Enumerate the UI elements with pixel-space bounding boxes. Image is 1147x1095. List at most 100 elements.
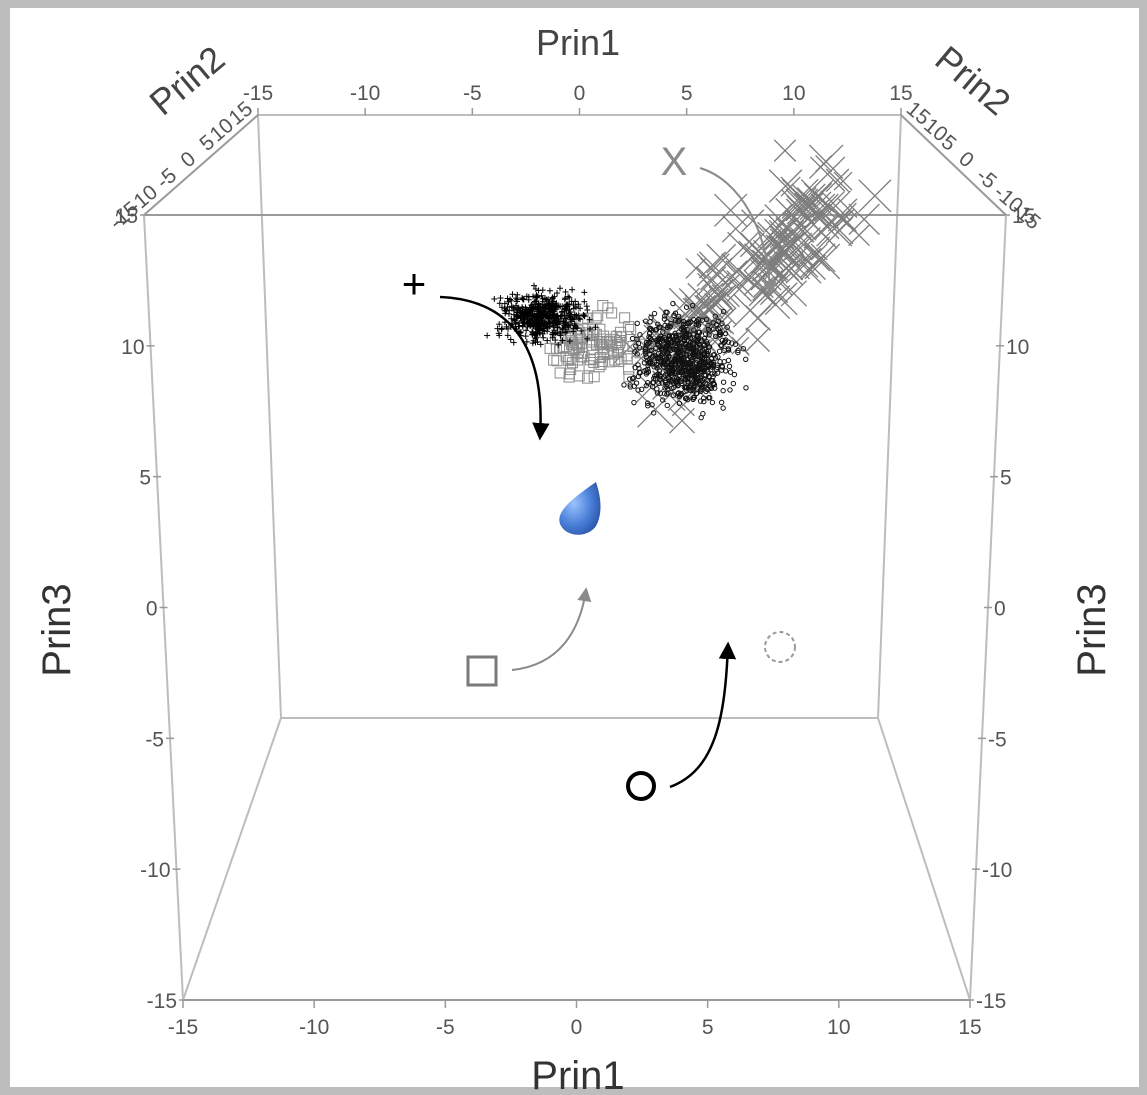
circle-marker bbox=[695, 367, 701, 374]
plus-marker bbox=[537, 330, 544, 337]
x-stroke bbox=[800, 179, 835, 213]
circle-marker bbox=[692, 374, 699, 380]
circle-marker bbox=[718, 343, 725, 349]
circle-marker bbox=[650, 410, 657, 416]
x-stroke bbox=[796, 191, 832, 227]
square-marker bbox=[563, 354, 575, 366]
circle-marker bbox=[727, 369, 734, 375]
x-stroke bbox=[750, 259, 782, 291]
circle-marker bbox=[698, 414, 704, 421]
x-stroke bbox=[803, 214, 838, 249]
circle-marker bbox=[683, 304, 690, 310]
circle-marker bbox=[689, 346, 696, 353]
circle-marker bbox=[704, 367, 710, 373]
plus-marker bbox=[581, 298, 588, 305]
circle-marker bbox=[660, 360, 667, 366]
tick-prin3-right: 15 bbox=[1012, 205, 1035, 228]
circle-marker bbox=[637, 332, 643, 338]
x-stroke bbox=[721, 214, 750, 243]
plus-marker bbox=[554, 290, 561, 297]
x-marker bbox=[803, 214, 838, 249]
square-marker bbox=[598, 342, 610, 354]
plus-marker bbox=[548, 303, 555, 310]
circle-marker bbox=[713, 333, 719, 340]
x-stroke bbox=[685, 257, 707, 279]
plus-marker bbox=[537, 303, 544, 310]
circle-marker bbox=[695, 329, 702, 335]
circle-marker bbox=[662, 385, 668, 391]
plus-marker bbox=[537, 309, 544, 316]
plus-marker bbox=[562, 305, 569, 312]
x-stroke bbox=[764, 282, 798, 316]
circle-marker bbox=[662, 361, 668, 368]
x-marker bbox=[815, 214, 840, 240]
plus-marker bbox=[498, 304, 505, 311]
plus-marker bbox=[530, 313, 537, 320]
x-stroke bbox=[837, 198, 858, 218]
circle-marker bbox=[682, 388, 688, 395]
circle-marker bbox=[630, 375, 636, 382]
plus-marker bbox=[575, 315, 582, 322]
plus-marker bbox=[504, 304, 511, 311]
x-stroke bbox=[743, 243, 772, 272]
x-marker bbox=[814, 191, 845, 222]
tick-prin3-right: -15 bbox=[976, 990, 1006, 1013]
annotation-x-arrow bbox=[699, 167, 777, 295]
plus-marker bbox=[535, 319, 542, 326]
tick-prin3-right: -5 bbox=[988, 728, 1007, 751]
square-marker bbox=[593, 361, 605, 373]
circle-marker bbox=[694, 333, 700, 340]
tick-prin3-left: -5 bbox=[145, 728, 164, 751]
circle-marker bbox=[647, 335, 654, 342]
x-stroke bbox=[800, 254, 826, 281]
x-stroke bbox=[808, 144, 844, 180]
axis-title-prin1-bottom: Prin1 bbox=[531, 1054, 624, 1095]
plus-marker bbox=[564, 301, 571, 308]
plus-marker bbox=[568, 318, 575, 325]
annotation-circle-label bbox=[626, 771, 656, 801]
plus-marker bbox=[508, 315, 515, 322]
x-stroke bbox=[803, 193, 839, 229]
x-marker bbox=[766, 235, 797, 266]
outlier-circle bbox=[764, 631, 796, 663]
circle-marker bbox=[657, 373, 663, 380]
tick-prin3-right: 5 bbox=[1000, 467, 1012, 490]
x-marker bbox=[810, 243, 828, 261]
x-stroke bbox=[745, 305, 772, 331]
x-stroke bbox=[752, 239, 784, 271]
plus-marker bbox=[566, 338, 573, 345]
x-stroke bbox=[669, 407, 695, 434]
circle-marker bbox=[641, 360, 648, 366]
circle-marker bbox=[740, 345, 747, 352]
circle-marker bbox=[657, 390, 664, 396]
circle-marker bbox=[679, 380, 685, 387]
plus-marker bbox=[575, 301, 582, 308]
x-marker bbox=[809, 156, 846, 192]
circle-marker bbox=[661, 316, 668, 322]
tick-prin1-top: -10 bbox=[350, 82, 380, 105]
plus-marker bbox=[570, 305, 577, 312]
plus-marker bbox=[556, 285, 563, 292]
plus-marker bbox=[531, 298, 538, 305]
tick-labels: -15 -15 -10 -10 -5 -5 0 0 5 5 10 10 15 15 -15 -15 -10 -10… bbox=[105, 82, 1045, 1039]
plus-marker bbox=[528, 302, 535, 309]
circle-marker bbox=[720, 387, 726, 394]
circle-marker bbox=[666, 333, 672, 340]
x-marker bbox=[858, 179, 892, 213]
x-stroke bbox=[799, 197, 823, 221]
square-marker bbox=[602, 302, 614, 314]
circle-marker bbox=[648, 337, 655, 343]
plus-marker bbox=[555, 316, 562, 323]
plus-marker bbox=[563, 328, 570, 335]
plus-marker bbox=[583, 303, 590, 310]
x-marker bbox=[791, 220, 814, 243]
plus-marker bbox=[491, 295, 498, 302]
square-marker bbox=[612, 339, 624, 351]
annotations: X + bbox=[402, 140, 796, 801]
circle-marker bbox=[672, 355, 679, 362]
circle-marker bbox=[643, 371, 650, 377]
circle-marker bbox=[696, 364, 703, 371]
circle-marker bbox=[664, 391, 670, 397]
circle-marker bbox=[667, 323, 673, 330]
